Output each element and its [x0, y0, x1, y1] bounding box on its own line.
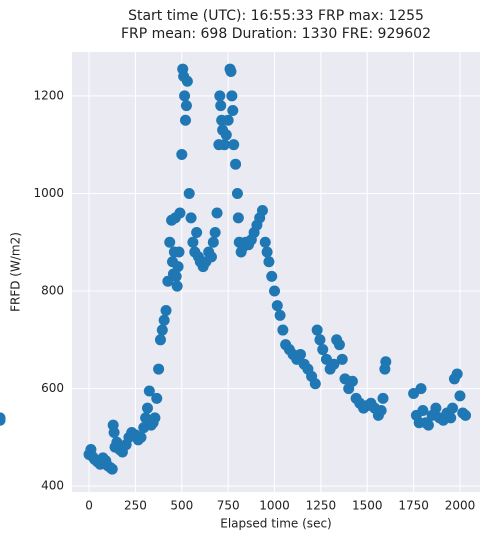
point: [274, 309, 286, 321]
point: [211, 207, 223, 219]
point: [232, 212, 244, 224]
point: [174, 207, 186, 219]
point: [143, 385, 155, 397]
point: [380, 356, 392, 368]
chart-title: FRP mean: 698 Duration: 1330 FRE: 929602: [121, 26, 431, 42]
point: [277, 324, 289, 336]
point: [135, 431, 147, 443]
point: [153, 363, 165, 375]
y-tick-label: 400: [41, 479, 64, 493]
point: [231, 187, 243, 199]
point: [415, 383, 427, 395]
point: [294, 348, 306, 360]
point: [171, 280, 183, 292]
point: [154, 334, 166, 346]
x-tick-label: 750: [217, 499, 240, 513]
point: [160, 305, 172, 317]
point: [141, 402, 153, 414]
point: [0, 414, 6, 426]
x-tick-label: 1500: [352, 499, 383, 513]
point: [151, 392, 163, 404]
point: [170, 270, 182, 282]
point: [377, 392, 389, 404]
x-axis-label: Elapsed time (sec): [220, 517, 331, 531]
chart-title: Start time (UTC): 16:55:33 FRP max: 1255: [128, 8, 424, 24]
y-tick-label: 1000: [33, 186, 64, 200]
point: [311, 324, 323, 336]
point: [214, 90, 226, 102]
y-tick-label: 800: [41, 284, 64, 298]
point: [256, 205, 268, 217]
point: [230, 158, 242, 170]
x-tick-label: 1000: [259, 499, 290, 513]
point: [180, 100, 192, 112]
point: [271, 300, 283, 312]
point: [336, 353, 348, 365]
point: [215, 100, 227, 112]
point: [108, 426, 120, 438]
point: [156, 324, 168, 336]
point: [106, 463, 118, 475]
y-axis-label: FRFD (W/m2): [9, 232, 23, 312]
point: [164, 236, 176, 248]
point: [259, 236, 271, 248]
point: [309, 378, 321, 390]
x-tick-label: 2000: [445, 499, 476, 513]
point: [445, 412, 457, 424]
x-tick-label: 0: [85, 499, 93, 513]
point: [263, 256, 275, 268]
point: [179, 114, 191, 126]
point: [158, 314, 170, 326]
point: [422, 419, 434, 431]
point: [269, 285, 281, 297]
point: [228, 139, 240, 151]
point: [187, 236, 199, 248]
y-tick-label: 1200: [33, 88, 64, 102]
point: [261, 246, 273, 258]
point: [451, 368, 463, 380]
point: [314, 334, 326, 346]
x-tick-label: 500: [170, 499, 193, 513]
point: [172, 261, 184, 273]
point: [173, 246, 185, 258]
point: [225, 66, 237, 78]
y-tick-label: 600: [41, 381, 64, 395]
point: [149, 412, 161, 424]
point: [266, 270, 278, 282]
point: [346, 375, 358, 387]
point: [328, 358, 340, 370]
point: [183, 187, 195, 199]
point: [417, 405, 429, 417]
point: [227, 105, 239, 117]
point: [220, 129, 232, 141]
point: [205, 251, 217, 263]
point: [191, 226, 203, 238]
x-tick-label: 250: [124, 499, 147, 513]
point: [447, 402, 459, 414]
x-tick-label: 1250: [306, 499, 337, 513]
point: [176, 148, 188, 160]
point: [179, 90, 191, 102]
point: [226, 90, 238, 102]
point: [317, 344, 329, 356]
point: [375, 405, 387, 417]
point: [460, 409, 472, 421]
point: [207, 236, 219, 248]
point: [430, 402, 442, 414]
point: [454, 390, 466, 402]
point: [333, 339, 345, 351]
point: [181, 75, 193, 87]
point: [222, 114, 234, 126]
x-tick-label: 1750: [398, 499, 429, 513]
point: [209, 226, 221, 238]
point: [218, 139, 230, 151]
point: [185, 212, 197, 224]
